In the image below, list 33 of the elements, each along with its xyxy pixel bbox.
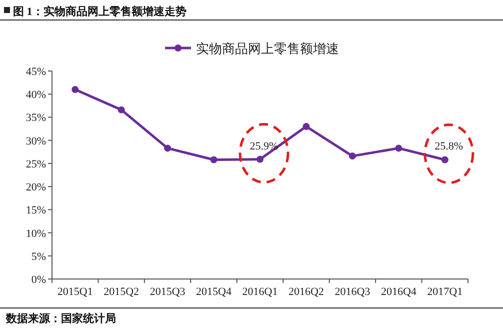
y-tick-label: 45% [26,66,46,78]
y-tick-label: 15% [26,204,46,217]
point [164,144,172,152]
point [348,152,356,160]
point [441,156,448,164]
point [210,156,218,164]
y-tick-label: 20% [26,182,46,194]
x-tick-label: 2015Q3 [150,286,186,298]
x-tick-label: 2016Q1 [242,286,278,298]
x-tick-label: 2015Q4 [196,286,232,298]
y-tick-label: 40% [26,89,46,102]
y-tick-label: 25% [26,158,46,170]
x-tick-label: 2015Q1 [57,286,93,298]
y-tick-label: 0% [31,274,46,286]
point [302,122,310,130]
legend-label: 实物商品网上零售额增速 [196,41,339,56]
y-tick-label: 10% [26,228,46,240]
x-tick-label: 2017Q1 [427,286,463,298]
x-tick-label: 2016Q2 [288,286,324,298]
point [118,106,125,114]
chart-title: 图 1：实物商品网上零售额增速走势 [13,5,186,18]
source-note: 数据来源：国家统计局 [5,312,116,325]
y-tick-label: 30% [26,135,46,148]
y-tick-label: 35% [26,112,46,124]
point [395,144,402,152]
x-tick-label: 2015Q2 [104,286,140,298]
point [256,156,264,163]
y-tick-label: 5% [31,250,46,263]
x-tick-label: 2016Q4 [380,286,417,298]
x-tick-label: 2016Q3 [334,286,371,298]
data-label: 25.8% [434,140,464,153]
point [72,86,79,93]
data-label: 25.9% [250,140,278,152]
